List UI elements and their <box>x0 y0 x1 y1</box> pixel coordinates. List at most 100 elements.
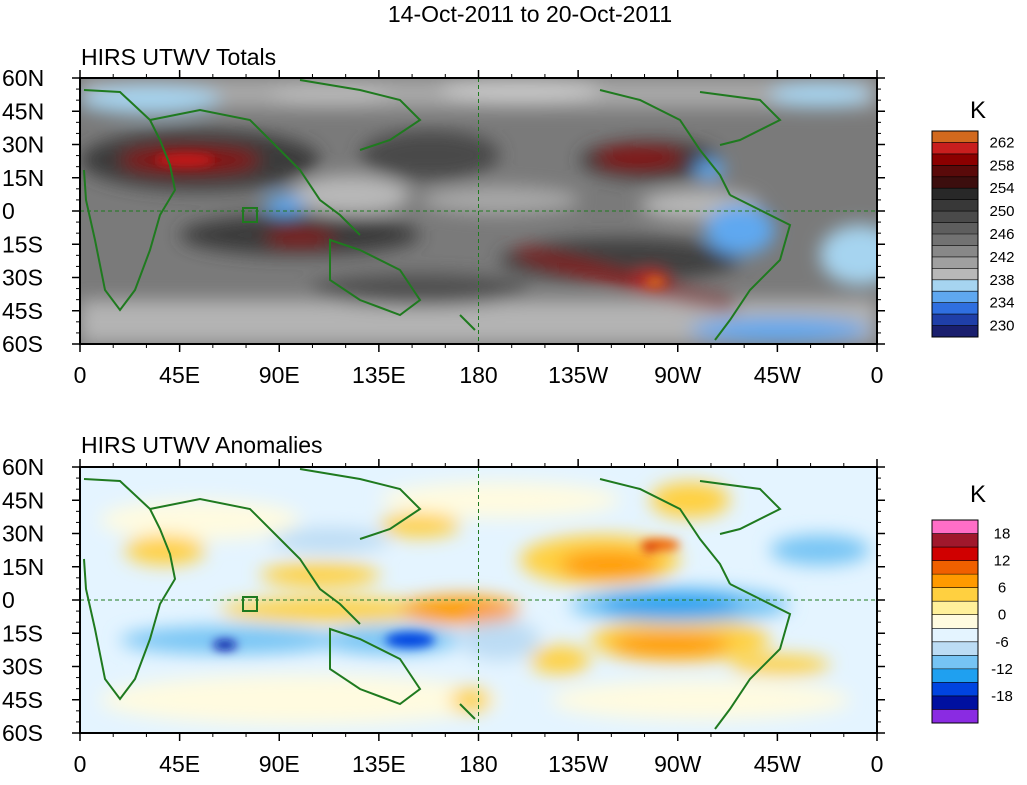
colorbar-label: 254 <box>989 180 1014 197</box>
lat-label: 60S <box>2 331 43 357</box>
colorbar-outline <box>931 519 979 724</box>
lon-label: 135W <box>548 362 608 388</box>
totals-axis-ticks <box>72 70 885 352</box>
colorbar-swatch <box>932 628 978 643</box>
totals-lon-labels: 0 45E 90E 135E 180 135W 90W 45W 0 <box>74 362 884 388</box>
totals-colorbar: 262 258 254 250 246 242 238 234 230 <box>931 130 1015 338</box>
colorbar-swatch <box>932 709 978 724</box>
lat-label: 30S <box>2 654 43 680</box>
lon-label: 0 <box>74 751 87 777</box>
colorbar-swatch <box>932 268 978 281</box>
anomalies-axis-ticks <box>72 459 885 741</box>
figure-title: 14-Oct-2011 to 20-Oct-2011 <box>388 1 672 27</box>
colorbar-swatch <box>932 131 978 143</box>
colorbar-swatch <box>932 165 978 178</box>
lon-label: 45E <box>159 362 200 388</box>
lon-label: 180 <box>459 362 497 388</box>
totals-unit-label: K <box>970 97 986 124</box>
lat-label: 60N <box>2 65 44 91</box>
lat-label: 15N <box>2 554 44 580</box>
anomalies-coastlines <box>83 468 792 730</box>
totals-panel-title: HIRS UTWV Totals <box>81 44 276 70</box>
lat-label: 15S <box>2 620 43 646</box>
anomalies-panel: HIRS UTWV Anomalies <box>2 432 1013 777</box>
lat-label: 30N <box>2 132 44 158</box>
lon-label: 135E <box>352 362 406 388</box>
colorbar-label: 262 <box>989 134 1014 151</box>
colorbar-swatch <box>932 614 978 629</box>
colorbar-label: -12 <box>991 661 1013 678</box>
colorbar-label: 12 <box>994 553 1011 570</box>
lat-label: 0 <box>2 587 15 613</box>
lon-label: 90E <box>259 751 300 777</box>
colorbar-label: -6 <box>995 634 1008 651</box>
colorbar-swatch <box>932 314 978 326</box>
anomalies-colorbar: 18 12 6 0 -6 -12 -18 <box>931 519 1013 724</box>
colorbar-swatch <box>932 188 978 200</box>
lon-label: 45W <box>754 751 802 777</box>
lon-label: 45W <box>754 362 802 388</box>
lat-label: 30S <box>2 265 43 291</box>
colorbar-swatch <box>932 668 978 683</box>
lon-label: 135E <box>352 751 406 777</box>
colorbar-swatch <box>932 655 978 670</box>
colorbar-label: 234 <box>989 295 1014 312</box>
colorbar-swatch <box>932 682 978 697</box>
colorbar-swatch <box>932 574 978 588</box>
colorbar-swatch <box>932 222 978 235</box>
colorbar-swatch <box>932 302 978 315</box>
lat-label: 15S <box>2 231 43 257</box>
colorbar-swatch <box>932 153 978 166</box>
colorbar-label: 250 <box>989 203 1014 220</box>
totals-panel: HIRS UTWV Totals <box>2 44 1015 388</box>
colorbar-swatch <box>932 601 978 616</box>
lon-label: 135W <box>548 751 608 777</box>
lat-label: 60S <box>2 720 43 746</box>
lon-label: 90E <box>259 362 300 388</box>
lat-label: 45S <box>2 298 43 324</box>
lon-label: 180 <box>459 751 497 777</box>
lon-label: 0 <box>871 751 884 777</box>
lon-label: 0 <box>74 362 87 388</box>
colorbar-swatch <box>932 641 978 656</box>
colorbar-swatch <box>932 176 978 189</box>
colorbar-label: 246 <box>989 226 1014 243</box>
colorbar-swatch <box>932 279 978 292</box>
lon-label: 90W <box>654 362 702 388</box>
lat-label: 15N <box>2 165 44 191</box>
lat-label: 30N <box>2 521 44 547</box>
totals-coastlines <box>83 79 792 341</box>
colorbar-label: 18 <box>994 526 1011 543</box>
lat-label: 45N <box>2 98 44 124</box>
lon-label: 0 <box>871 362 884 388</box>
anomalies-panel-title: HIRS UTWV Anomalies <box>81 432 323 458</box>
anomalies-ref-lines <box>80 467 877 733</box>
colorbar-swatch <box>932 199 978 212</box>
colorbar-swatch <box>932 142 978 155</box>
lon-label: 45E <box>159 751 200 777</box>
colorbar-swatch <box>932 234 978 246</box>
colorbar-label: 6 <box>998 580 1006 597</box>
totals-lat-labels: 60N 45N 30N 15N 0 15S 30S 45S 60S <box>2 65 44 357</box>
colorbar-swatch <box>932 291 978 303</box>
colorbar-swatch <box>932 211 978 223</box>
colorbar-swatch <box>932 256 978 269</box>
lon-label: 90W <box>654 751 702 777</box>
colorbar-label: -18 <box>991 688 1013 705</box>
lat-label: 60N <box>2 454 44 480</box>
colorbar-label: 242 <box>989 249 1014 266</box>
colorbar-swatch <box>932 245 978 258</box>
colorbar-label: 238 <box>989 272 1014 289</box>
anomalies-lon-labels: 0 45E 90E 135E 180 135W 90W 45W 0 <box>74 751 884 777</box>
colorbar-swatch <box>932 533 978 548</box>
colorbar-swatch <box>932 560 978 575</box>
lat-label: 0 <box>2 198 15 224</box>
lat-label: 45S <box>2 687 43 713</box>
colorbar-label: 0 <box>998 607 1006 624</box>
anomalies-unit-label: K <box>970 481 986 508</box>
colorbar-label: 258 <box>989 157 1014 174</box>
colorbar-label: 230 <box>989 318 1014 335</box>
colorbar-swatch <box>932 587 978 602</box>
colorbar-swatch <box>932 695 978 710</box>
